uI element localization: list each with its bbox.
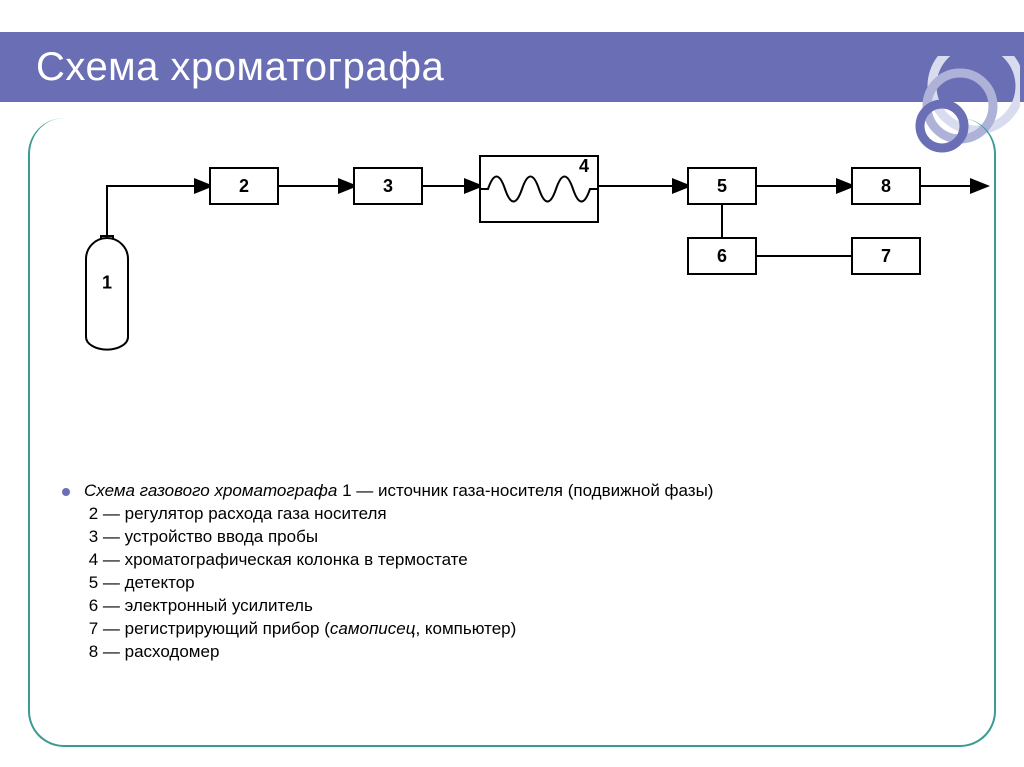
legend-item: 4 — хроматографическая колонка в термост… <box>84 549 964 572</box>
node-8: 8 <box>852 168 920 204</box>
bullet-icon <box>62 488 70 496</box>
legend-title: Схема газового хроматографа <box>84 481 337 500</box>
svg-text:7: 7 <box>881 246 891 266</box>
node-1: 1 <box>86 236 128 350</box>
svg-text:3: 3 <box>383 176 393 196</box>
legend-item: 2 — регулятор расхода газа носителя <box>84 503 964 526</box>
node-7: 7 <box>852 238 920 274</box>
chromatograph-diagram: 1 2 3 4 5 6 7 8 <box>80 148 990 378</box>
node-3: 3 <box>354 168 422 204</box>
legend-item: 7 — регистрирующий прибор (самописец, ко… <box>84 618 964 641</box>
svg-text:5: 5 <box>717 176 727 196</box>
svg-text:4: 4 <box>579 156 589 176</box>
svg-text:6: 6 <box>717 246 727 266</box>
slide-header: Схема хроматографа <box>0 32 1024 102</box>
legend-item: 6 — электронный усилитель <box>84 595 964 618</box>
legend-item: 8 — расходомер <box>84 641 964 664</box>
node-5: 5 <box>688 168 756 204</box>
node-2: 2 <box>210 168 278 204</box>
legend-item: 3 — устройство ввода пробы <box>84 526 964 549</box>
slide-title: Схема хроматографа <box>0 45 444 90</box>
svg-text:8: 8 <box>881 176 891 196</box>
svg-text:1: 1 <box>102 272 112 292</box>
edge <box>107 186 210 238</box>
node-6: 6 <box>688 238 756 274</box>
legend: Схема газового хроматографа 1 — источник… <box>84 480 964 664</box>
node-4: 4 <box>480 156 598 222</box>
legend-item: 5 — детектор <box>84 572 964 595</box>
svg-text:2: 2 <box>239 176 249 196</box>
legend-body: Схема газового хроматографа 1 — источник… <box>84 480 964 664</box>
